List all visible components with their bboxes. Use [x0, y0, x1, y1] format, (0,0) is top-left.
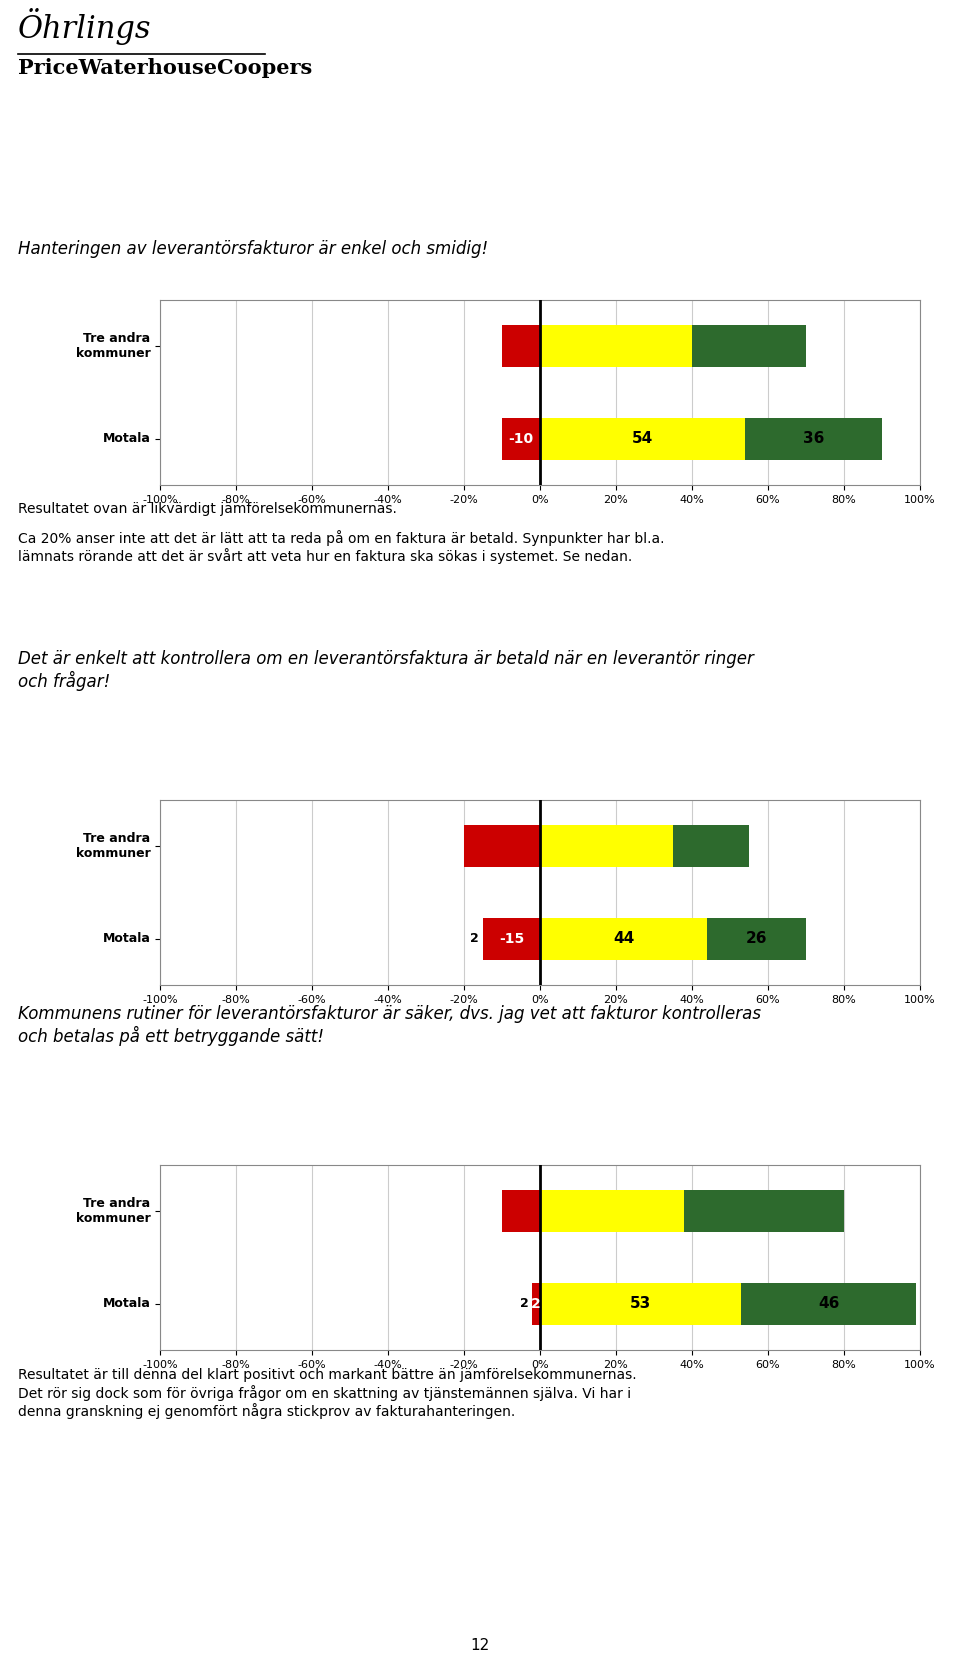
Text: 44: 44 — [613, 932, 635, 947]
Bar — [745, 418, 882, 459]
Text: 2: 2 — [520, 1298, 529, 1311]
Text: -15: -15 — [499, 932, 524, 945]
Bar — [540, 825, 673, 867]
Text: 46: 46 — [818, 1296, 839, 1311]
Text: Det är enkelt att kontrollera om en leverantörsfaktura är betald när en leverant: Det är enkelt att kontrollera om en leve… — [18, 650, 754, 691]
Bar — [741, 1283, 916, 1324]
Bar — [692, 326, 806, 367]
Bar — [502, 418, 540, 459]
Bar — [708, 919, 806, 960]
Text: Öhrlings: Öhrlings — [18, 8, 152, 45]
Bar — [684, 1191, 844, 1232]
Text: Resultatet ovan är likvärdigt jämförelsekommunernas.: Resultatet ovan är likvärdigt jämförelse… — [18, 503, 396, 516]
Text: Ca 20% anser inte att det är lätt att ta reda på om en faktura är betald. Synpun: Ca 20% anser inte att det är lätt att ta… — [18, 529, 664, 564]
Bar — [540, 418, 745, 459]
Text: 53: 53 — [630, 1296, 651, 1311]
Text: Kommunens rutiner för leverantörsfakturor är säker, dvs. jag vet att fakturor ko: Kommunens rutiner för leverantörsfakturo… — [18, 1005, 761, 1047]
Text: 12: 12 — [470, 1638, 490, 1653]
Bar — [540, 326, 692, 367]
Text: Hanteringen av leverantörsfakturor är enkel och smidig!: Hanteringen av leverantörsfakturor är en… — [18, 240, 488, 257]
Text: 26: 26 — [746, 932, 767, 947]
Bar — [533, 1283, 540, 1324]
Bar — [540, 1191, 684, 1232]
Text: 2: 2 — [470, 932, 479, 945]
Text: Resultatet är till denna del klart positivt och markant bättre än jämförelsekomm: Resultatet är till denna del klart posit… — [18, 1368, 636, 1420]
Text: 54: 54 — [632, 431, 653, 446]
Text: PriceWaterhouseCoopers: PriceWaterhouseCoopers — [18, 58, 312, 78]
Bar — [502, 1191, 540, 1232]
Text: -10: -10 — [509, 433, 534, 446]
Bar — [483, 919, 540, 960]
Bar — [540, 1283, 741, 1324]
Text: 36: 36 — [803, 431, 825, 446]
Bar — [673, 825, 749, 867]
Bar — [540, 919, 708, 960]
Bar — [502, 326, 540, 367]
Text: 2: 2 — [531, 1296, 541, 1311]
Bar — [464, 825, 540, 867]
